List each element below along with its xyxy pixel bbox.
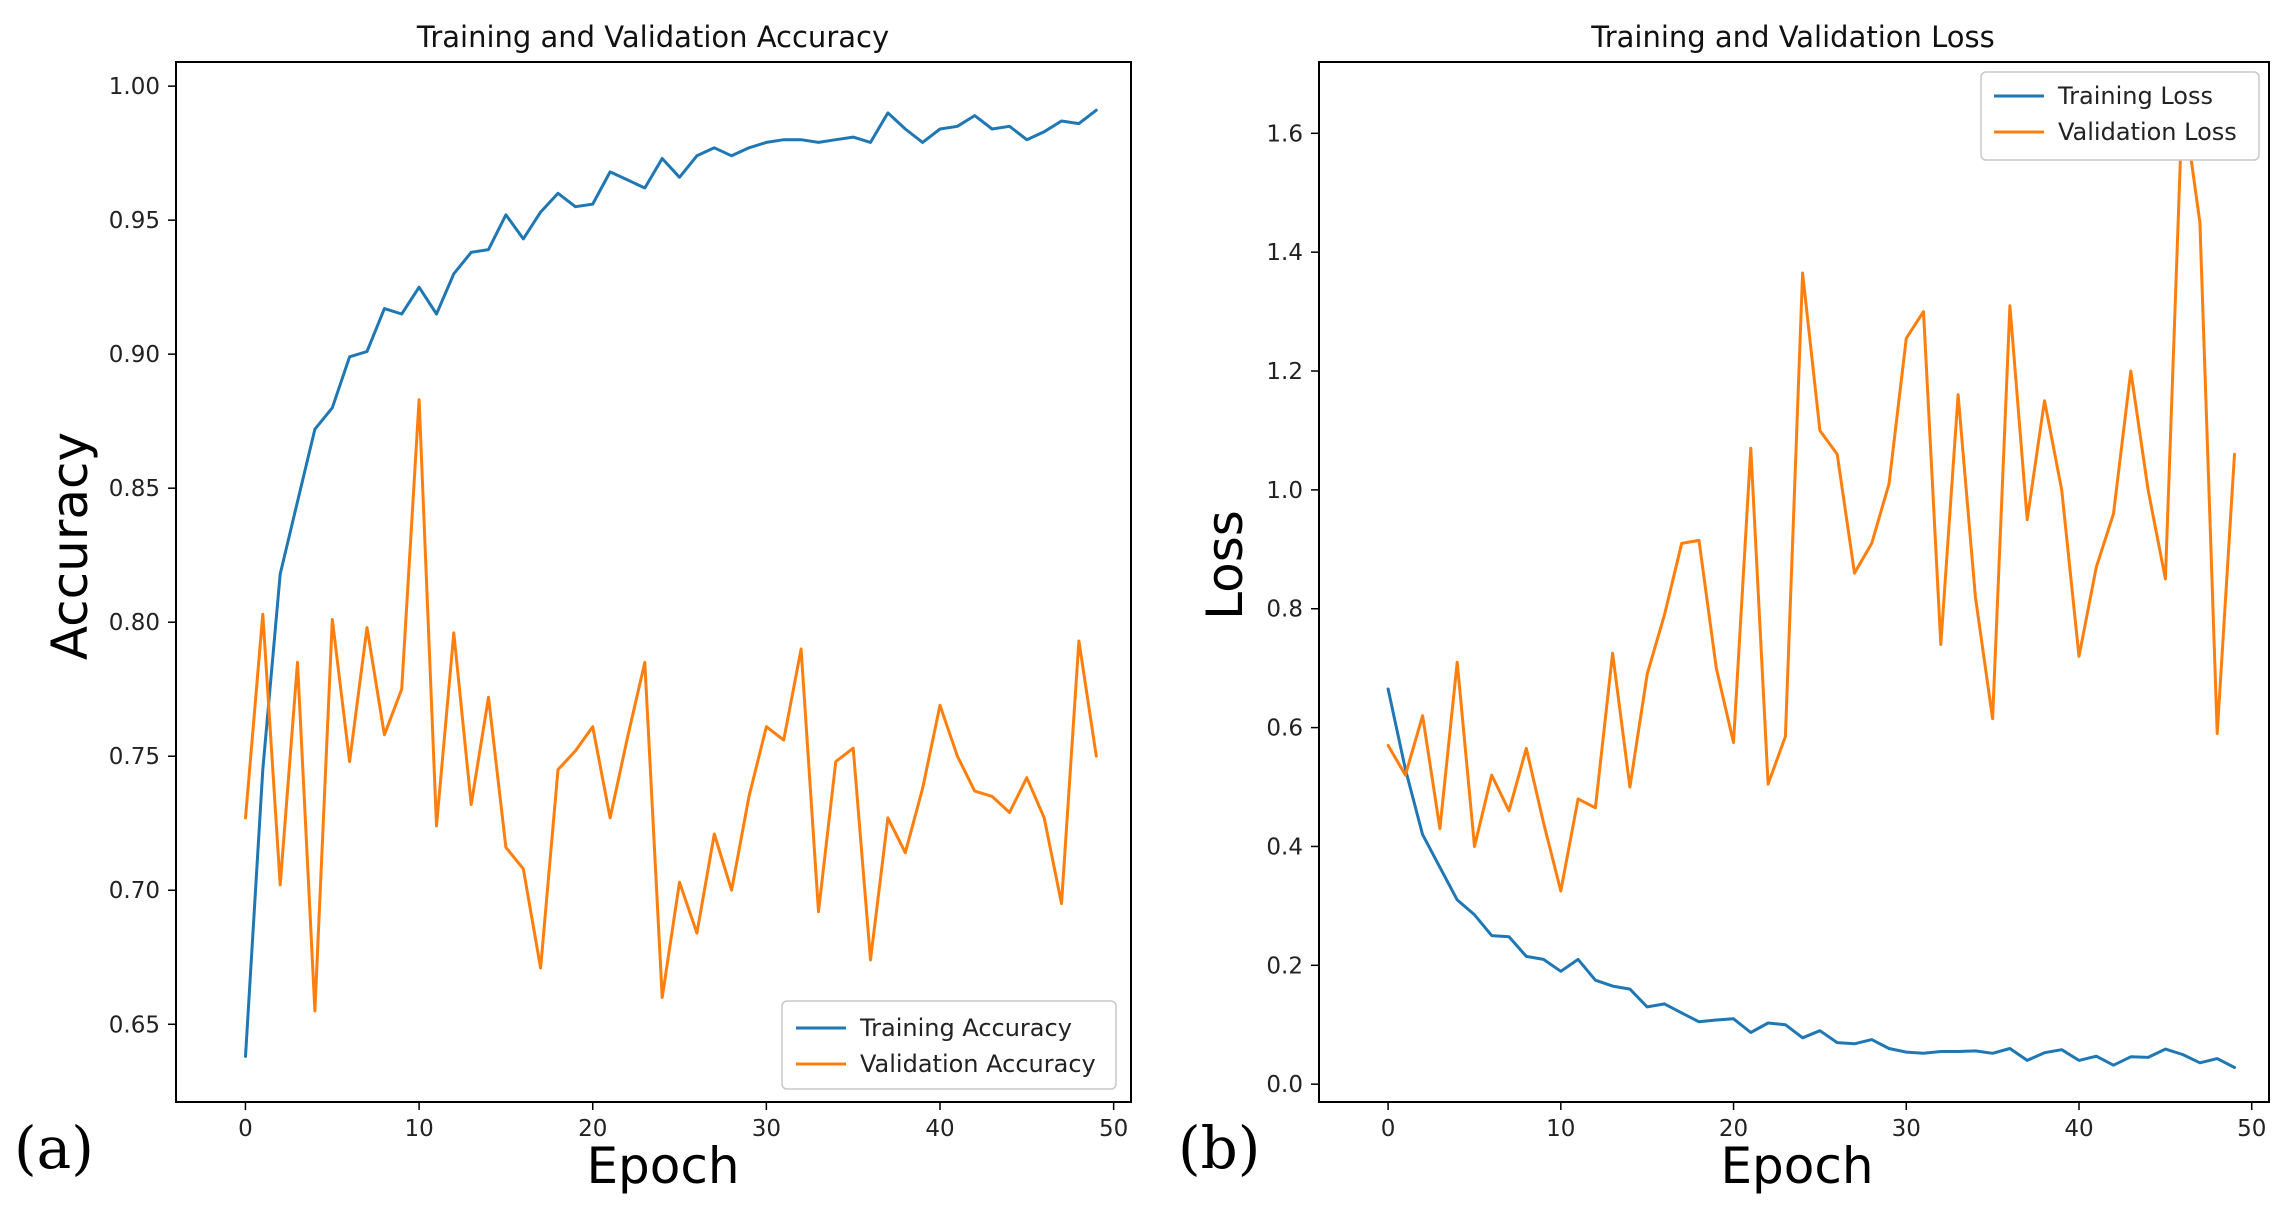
loss-x-tick-label: 30 [1892, 1116, 1921, 1142]
loss-y-tick-label: 1.6 [1266, 121, 1303, 147]
accuracy-x-tick-label: 50 [1099, 1116, 1128, 1142]
loss-chart: Training and Validation Loss Epoch Loss … [1178, 20, 2270, 1195]
legend-label-validation-accuracy: Validation Accuracy [860, 1050, 1096, 1078]
accuracy-series-lines [244, 108, 1098, 1058]
accuracy-x-tick-label: 10 [404, 1116, 433, 1142]
accuracy-y-tick-label: 0.80 [109, 610, 160, 636]
accuracy-x-tick-label: 20 [578, 1116, 607, 1142]
panel-label-b: (b) [1178, 1114, 1260, 1182]
legend-label-training-loss: Training Loss [2057, 82, 2213, 110]
loss-y-axis-label: Loss [1196, 510, 1254, 620]
loss-plot-frame [1318, 61, 2270, 1103]
accuracy-y-tick-label: 0.75 [109, 744, 160, 770]
accuracy-y-tick-label: 0.90 [109, 342, 160, 368]
loss-x-tick-label: 50 [2237, 1116, 2266, 1142]
accuracy-chart: Training and Validation Accuracy Epoch A… [14, 20, 1132, 1195]
accuracy-y-tick-label: 0.85 [109, 476, 160, 502]
accuracy-x-tick-label: 30 [752, 1116, 781, 1142]
loss-y-tick-label: 0.2 [1266, 953, 1303, 979]
loss-legend-box [1980, 71, 2260, 161]
loss-x-axis-label: Epoch [1720, 1137, 1873, 1195]
loss-x-tick-label: 10 [1546, 1116, 1575, 1142]
accuracy-y-axis-label: Accuracy [41, 432, 99, 660]
legend-label-training-accuracy: Training Accuracy [859, 1014, 1072, 1042]
accuracy-y-tick-label: 1.00 [109, 74, 160, 100]
loss-y-tick-label: 0.0 [1266, 1072, 1303, 1098]
loss-y-tick-label: 0.4 [1266, 834, 1303, 860]
accuracy-y-tick-label: 0.70 [109, 878, 160, 904]
accuracy-legend: Training Accuracy Validation Accuracy [781, 1000, 1117, 1090]
accuracy-x-axis-label: Epoch [586, 1137, 739, 1195]
validation-loss-line [1386, 96, 2236, 893]
validation-accuracy-line [244, 398, 1098, 1013]
loss-y-tick-label: 1.0 [1266, 478, 1303, 504]
accuracy-y-tick-label: 0.65 [109, 1012, 160, 1038]
loss-y-tick-label: 0.6 [1266, 716, 1303, 742]
loss-series-lines [1386, 96, 2236, 1069]
loss-y-tick-label: 1.4 [1266, 240, 1303, 266]
loss-legend: Training Loss Validation Loss [1980, 71, 2260, 161]
loss-x-tick-label: 40 [2064, 1116, 2093, 1142]
legend-label-validation-loss: Validation Loss [2058, 118, 2237, 146]
accuracy-y-tick-label: 0.95 [109, 208, 160, 234]
training-accuracy-line [244, 108, 1098, 1058]
panel-label-a: (a) [14, 1114, 94, 1182]
accuracy-plot-frame [175, 61, 1132, 1103]
accuracy-axis-ticks: 0 10 20 30 40 50 0.65 0.70 0.75 0.80 0.85 0.90 0.95 1… [109, 74, 1128, 1142]
training-loss-line [1386, 687, 2236, 1069]
loss-y-tick-label: 0.8 [1266, 597, 1303, 623]
loss-y-tick-label: 1.2 [1266, 359, 1303, 385]
accuracy-chart-title: Training and Validation Accuracy [416, 20, 889, 54]
loss-chart-title: Training and Validation Loss [1590, 20, 1994, 54]
accuracy-legend-box [781, 1000, 1117, 1090]
accuracy-x-tick-label: 0 [238, 1116, 253, 1142]
loss-x-tick-label: 20 [1719, 1116, 1748, 1142]
loss-x-tick-label: 0 [1381, 1116, 1396, 1142]
loss-axis-ticks: 0 10 20 30 40 50 0.0 0.2 0.4 0.6 0.8 1.0 1.2 1.4 1.6 [1266, 121, 2266, 1142]
accuracy-x-tick-label: 40 [925, 1116, 954, 1142]
